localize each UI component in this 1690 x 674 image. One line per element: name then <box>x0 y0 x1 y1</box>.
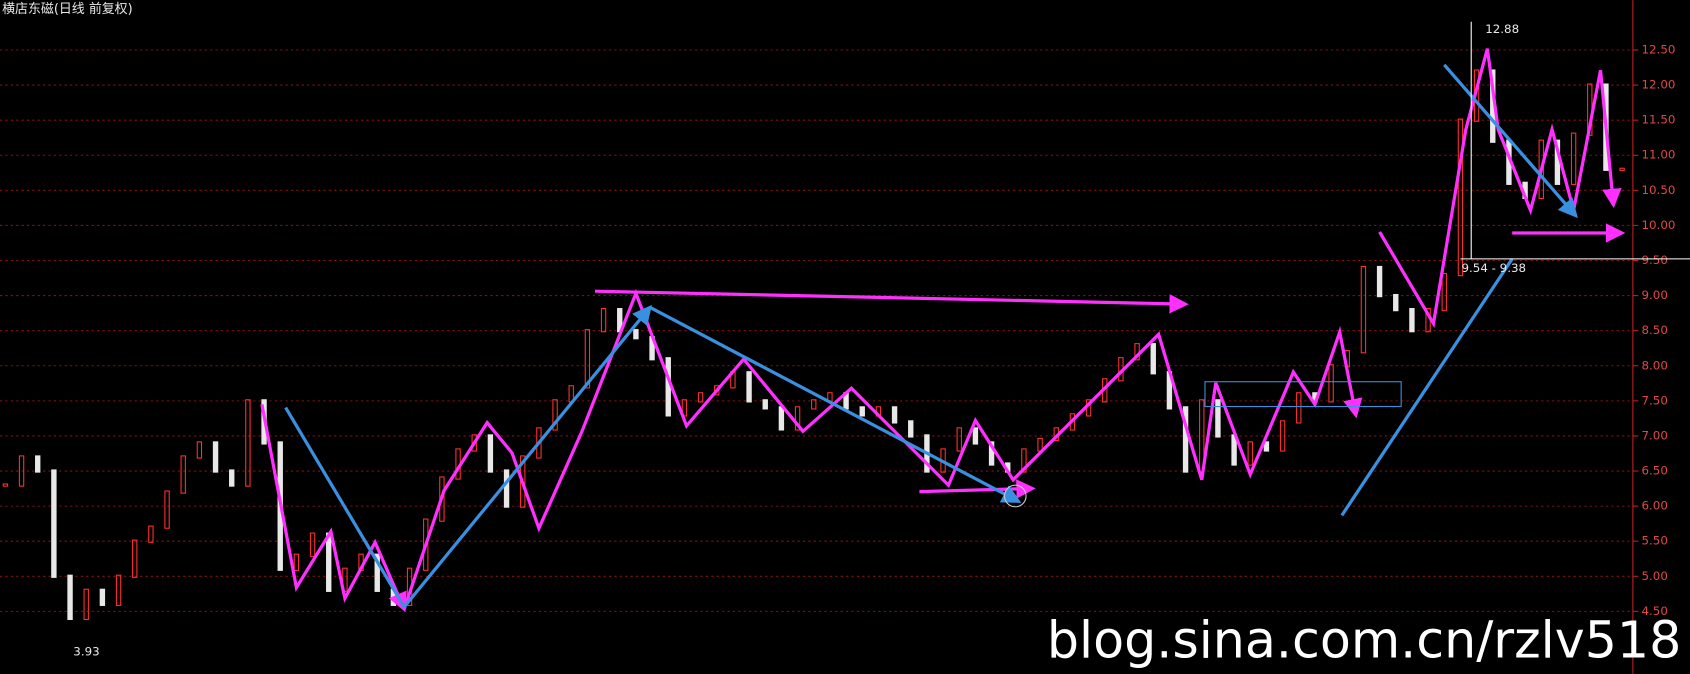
y-tick-label: 5.00 <box>1641 569 1667 583</box>
wave <box>1378 48 1622 329</box>
price-bar <box>1021 448 1027 473</box>
min-label: 3.93 <box>73 645 99 659</box>
y-tick-label: 8.50 <box>1641 323 1667 337</box>
price-bar <box>1328 364 1334 403</box>
price-bar <box>746 371 752 403</box>
price-bar <box>293 553 300 571</box>
price-bar <box>1247 441 1253 466</box>
price-bar <box>891 406 898 424</box>
price-bar <box>859 406 865 417</box>
price-bar <box>778 406 785 431</box>
price-bar <box>1182 406 1189 473</box>
level-line <box>594 289 1189 314</box>
price-bar <box>18 455 25 487</box>
y-tick-label: 7.50 <box>1641 393 1667 407</box>
y-tick-label: 6.50 <box>1641 464 1667 478</box>
chart-title: 横店东磁(日线 前复权) <box>2 1 133 17</box>
price-bar <box>67 574 73 620</box>
price-bar <box>1570 132 1577 185</box>
price-bar <box>374 553 380 592</box>
price-bar <box>552 399 558 431</box>
price-bar <box>665 357 671 417</box>
y-tick-label: 9.00 <box>1641 288 1667 302</box>
trend-line <box>284 406 406 608</box>
y-tick-label: 11.00 <box>1641 148 1675 162</box>
trend-line <box>1443 63 1578 219</box>
wave <box>402 288 1363 610</box>
max-label: 12.88 <box>1485 22 1519 36</box>
price-bar <box>132 539 138 578</box>
watermark: blog.sina.com.cn/rzlv518 <box>1047 611 1681 670</box>
price-bar <box>35 455 41 473</box>
price-bar <box>1457 118 1464 277</box>
wave <box>260 404 407 613</box>
plot: 4.50 5.00 5.50 6.00 6.50 7.00 7.50 8.00 8.50 9.00… <box>0 43 1675 620</box>
price-bar <box>326 532 332 592</box>
price-bar <box>471 434 477 452</box>
price-bar <box>487 434 494 473</box>
price-bar <box>1360 265 1367 354</box>
price-bar <box>762 399 768 410</box>
y-tick-label: 12.00 <box>1641 78 1675 92</box>
price-bar <box>1150 343 1156 375</box>
price-bar <box>164 490 170 529</box>
y-tick-label: 11.50 <box>1641 113 1675 127</box>
price-bar <box>423 518 429 571</box>
y-tick-label: 12.50 <box>1641 43 1675 57</box>
price-bar <box>794 406 801 431</box>
price-bar <box>196 441 203 459</box>
price-bar <box>245 399 251 487</box>
price-bar <box>1393 293 1399 312</box>
price-bar <box>148 525 154 543</box>
price-bar <box>811 399 817 410</box>
price-bar <box>83 588 89 620</box>
trend-line <box>649 305 1022 503</box>
price-bar <box>1538 139 1544 199</box>
price-bar <box>1215 399 1221 438</box>
y-tick-label: 10.00 <box>1641 218 1675 232</box>
y-tick-label: 10.50 <box>1641 183 1675 197</box>
y-tick-label: 6.00 <box>1641 499 1667 513</box>
price-bar <box>972 427 979 445</box>
price-bar <box>1441 272 1447 312</box>
price-bar <box>503 469 510 508</box>
price-bar <box>2 483 9 487</box>
price-bar <box>229 469 235 487</box>
price-bar <box>51 469 57 578</box>
price-bar <box>180 455 186 494</box>
trend-line <box>402 304 652 609</box>
price-bar <box>309 532 316 557</box>
circle <box>1003 484 1027 508</box>
price-bar <box>1376 265 1383 298</box>
price-bar <box>1619 167 1625 171</box>
y-tick-label: 4.50 <box>1641 604 1667 618</box>
price-bar <box>600 308 607 333</box>
price-bar <box>1263 441 1270 452</box>
y-tick-label: 9.50 <box>1641 253 1667 267</box>
range-label: 9.54 - 9.38 <box>1462 261 1527 275</box>
price-bar <box>633 329 639 340</box>
price-bar <box>1279 420 1286 452</box>
annotations <box>260 21 1690 613</box>
price-bar <box>956 427 962 452</box>
price-bar <box>697 392 704 403</box>
price-bar <box>1296 392 1302 424</box>
price-bar <box>908 420 914 438</box>
price-bar <box>988 441 995 466</box>
price-bar <box>584 329 591 389</box>
price-bar <box>1409 308 1415 333</box>
price-bar <box>212 441 219 473</box>
y-tick-label: 8.00 <box>1641 358 1667 372</box>
y-tick-label: 5.50 <box>1641 534 1667 548</box>
trend-line <box>1340 257 1514 517</box>
y-tick-label: 7.00 <box>1641 428 1667 442</box>
box <box>1204 381 1402 408</box>
price-bar <box>99 588 106 606</box>
price-bar <box>115 574 122 606</box>
